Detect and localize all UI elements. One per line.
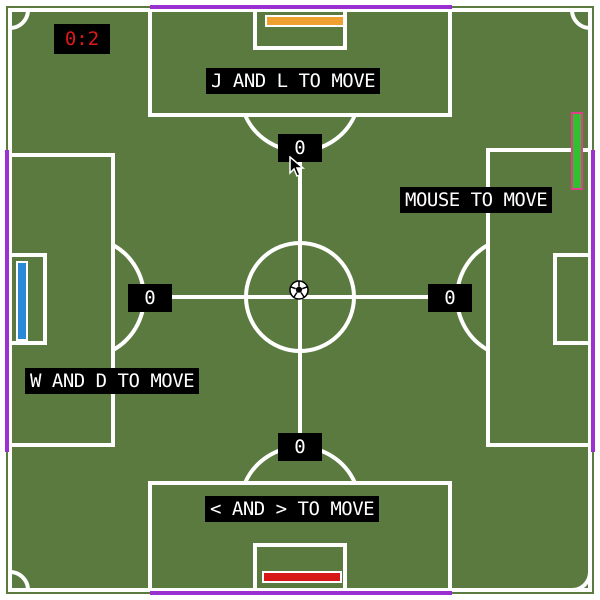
left-player-instructions: W AND D TO MOVE <box>25 368 200 394</box>
right-player-score: 0 <box>428 284 472 312</box>
left-player-score: 0 <box>128 284 172 312</box>
left-paddle <box>16 261 28 341</box>
right-player-instructions: MOUSE TO MOVE <box>400 187 553 213</box>
top-player-score: 0 <box>278 134 322 162</box>
soccer-ball-icon <box>289 280 309 300</box>
right-paddle <box>571 112 583 190</box>
bottom-paddle <box>262 571 342 583</box>
bottom-player-score: 0 <box>278 433 322 461</box>
match-timer: 0:2 <box>54 24 110 54</box>
top-player-instructions: J AND L TO MOVE <box>206 68 381 94</box>
mouse-pointer-icon <box>289 156 306 177</box>
top-paddle <box>265 15 345 27</box>
bottom-player-instructions: < AND > TO MOVE <box>205 496 380 522</box>
